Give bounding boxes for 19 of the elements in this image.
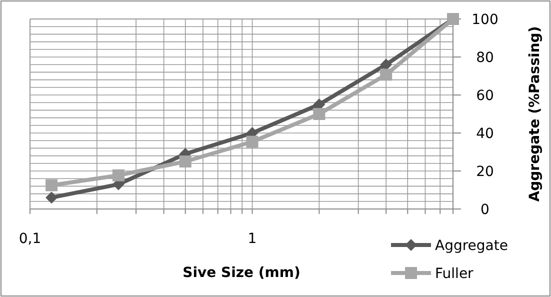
x-tick-label: 1	[248, 231, 257, 247]
y-axis-title: Aggregate (%Passing)	[527, 26, 543, 202]
point	[46, 192, 58, 204]
x-tick-label: 0,1	[18, 231, 42, 247]
y-tick-label: 40	[476, 126, 494, 142]
y-tick-label: 60	[476, 88, 494, 104]
point	[246, 136, 258, 148]
point	[179, 156, 192, 168]
x-axis-title: Sive Size (mm)	[182, 265, 300, 281]
y-tick-label: 20	[476, 164, 494, 180]
y-tick-label: 100	[472, 12, 498, 28]
point	[313, 108, 326, 120]
y-tick-label: 80	[476, 50, 494, 66]
y-tick-label: 0	[480, 202, 490, 218]
point	[380, 68, 392, 81]
point	[46, 179, 58, 192]
point	[112, 169, 124, 182]
legend-label: Aggregate	[435, 238, 508, 254]
legend-label: Fuller	[435, 266, 474, 282]
